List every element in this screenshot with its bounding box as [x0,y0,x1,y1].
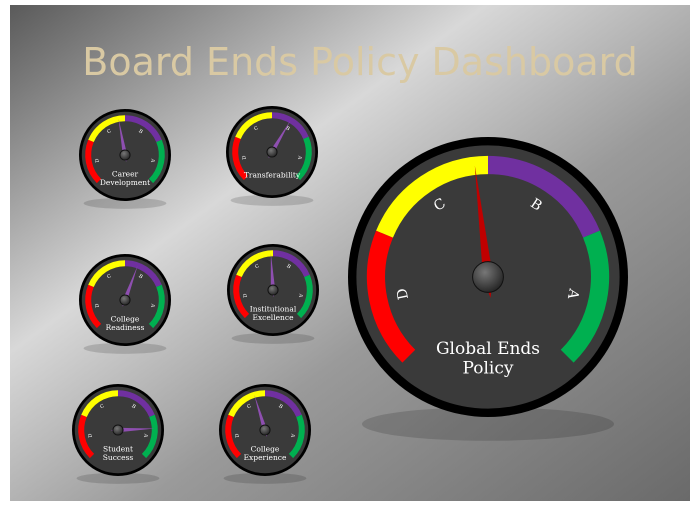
gauge-label: Excellence [252,313,294,322]
gauge-label: Readiness [106,323,145,332]
hub [120,150,130,160]
hub [260,425,270,435]
gauge-label: Global Ends [436,339,540,359]
hub [113,425,123,435]
gauge-label: Experience [244,453,287,462]
hub [268,285,278,295]
gauge-label: Policy [463,359,514,379]
gauge-label: Transferability [244,170,301,179]
hub [473,262,504,293]
hub [267,147,277,157]
gauge-label: Success [103,453,134,462]
title: Board Ends Policy Dashboard [82,40,637,84]
hub [120,295,130,305]
gauge-label: Development [100,178,150,187]
slide: Board Ends Policy Dashboard DCBAGlobal E… [0,0,698,519]
